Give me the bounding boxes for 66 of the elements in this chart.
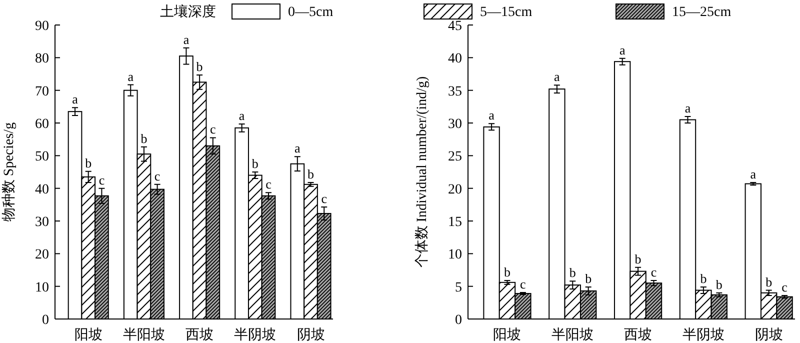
- y-tick-label: 30: [35, 215, 49, 230]
- data-label: c: [520, 276, 526, 292]
- x-tick-label: 半阳坡: [122, 327, 165, 343]
- data-label: c: [321, 190, 328, 206]
- y-tick-label: 5: [455, 280, 462, 296]
- data-label: a: [294, 140, 301, 156]
- data-label: b: [585, 270, 592, 286]
- legend-title: 土壤深度: [160, 4, 216, 20]
- x-tick-label: 半阳坡: [552, 327, 594, 343]
- data-label: a: [619, 42, 626, 58]
- data-label: b: [196, 58, 203, 74]
- y-tick-label: 10: [35, 280, 49, 296]
- y-axis-title: 个体数 Individual number/(ind/g): [414, 76, 430, 268]
- data-label: a: [72, 92, 78, 107]
- y-tick-label: 50: [35, 150, 49, 165]
- y-tick-label: 20: [35, 248, 49, 263]
- y-tick-label: 60: [35, 117, 49, 132]
- y-tick-label: 25: [448, 150, 462, 165]
- data-label: c: [650, 264, 657, 280]
- data-label: c: [98, 172, 105, 188]
- data-label: c: [154, 168, 160, 184]
- y-tick-label: 80: [35, 52, 49, 67]
- data-label: b: [634, 251, 642, 266]
- x-tick-label: 阳坡: [493, 327, 522, 343]
- data-label: a: [488, 108, 495, 123]
- x-tick-label: 半阴坡: [234, 327, 276, 343]
- x-tick-label: 半阴坡: [682, 327, 724, 343]
- y-axis-title: 物种数 Species/g: [1, 122, 17, 222]
- data-label: b: [140, 130, 148, 146]
- data-label: a: [183, 32, 190, 47]
- data-label: a: [750, 166, 756, 182]
- data-label: b: [569, 265, 576, 280]
- data-label: a: [684, 100, 691, 116]
- y-tick-label: 70: [35, 84, 49, 100]
- legend-label: 15—25cm: [672, 5, 732, 20]
- y-tick-label: 45: [448, 19, 462, 34]
- data-label: b: [716, 276, 722, 292]
- y-tick-label: 0: [455, 313, 462, 328]
- x-tick-label: 阴坡: [754, 327, 783, 343]
- x-tick-label: 西坡: [624, 327, 652, 343]
- x-tick-label: 阳坡: [74, 327, 102, 343]
- data-label: a: [238, 108, 245, 123]
- x-tick-label: 西坡: [186, 327, 214, 343]
- data-label: b: [252, 156, 258, 171]
- y-tick-label: 30: [448, 117, 462, 132]
- data-label: a: [554, 69, 560, 84]
- y-tick-label: 90: [35, 19, 49, 34]
- data-label: b: [766, 274, 772, 290]
- y-tick-label: 0: [42, 313, 49, 328]
- data-label: b: [504, 264, 510, 280]
- y-tick-label: 40: [35, 182, 49, 198]
- data-label: b: [700, 270, 707, 286]
- y-tick-label: 20: [448, 182, 462, 198]
- data-label: a: [128, 68, 134, 84]
- data-label: c: [266, 176, 272, 192]
- legend-label: 0—5cm: [288, 5, 334, 20]
- legend-label: 5—15cm: [480, 5, 532, 20]
- data-label: b: [308, 166, 314, 182]
- x-tick-label: 阴坡: [296, 327, 325, 343]
- y-tick-label: 10: [448, 248, 462, 263]
- y-tick-label: 40: [448, 52, 462, 67]
- y-tick-label: 35: [448, 84, 462, 100]
- data-label: c: [782, 279, 788, 294]
- data-label: b: [85, 155, 92, 170]
- y-tick-label: 15: [448, 215, 462, 230]
- data-label: c: [210, 122, 216, 137]
